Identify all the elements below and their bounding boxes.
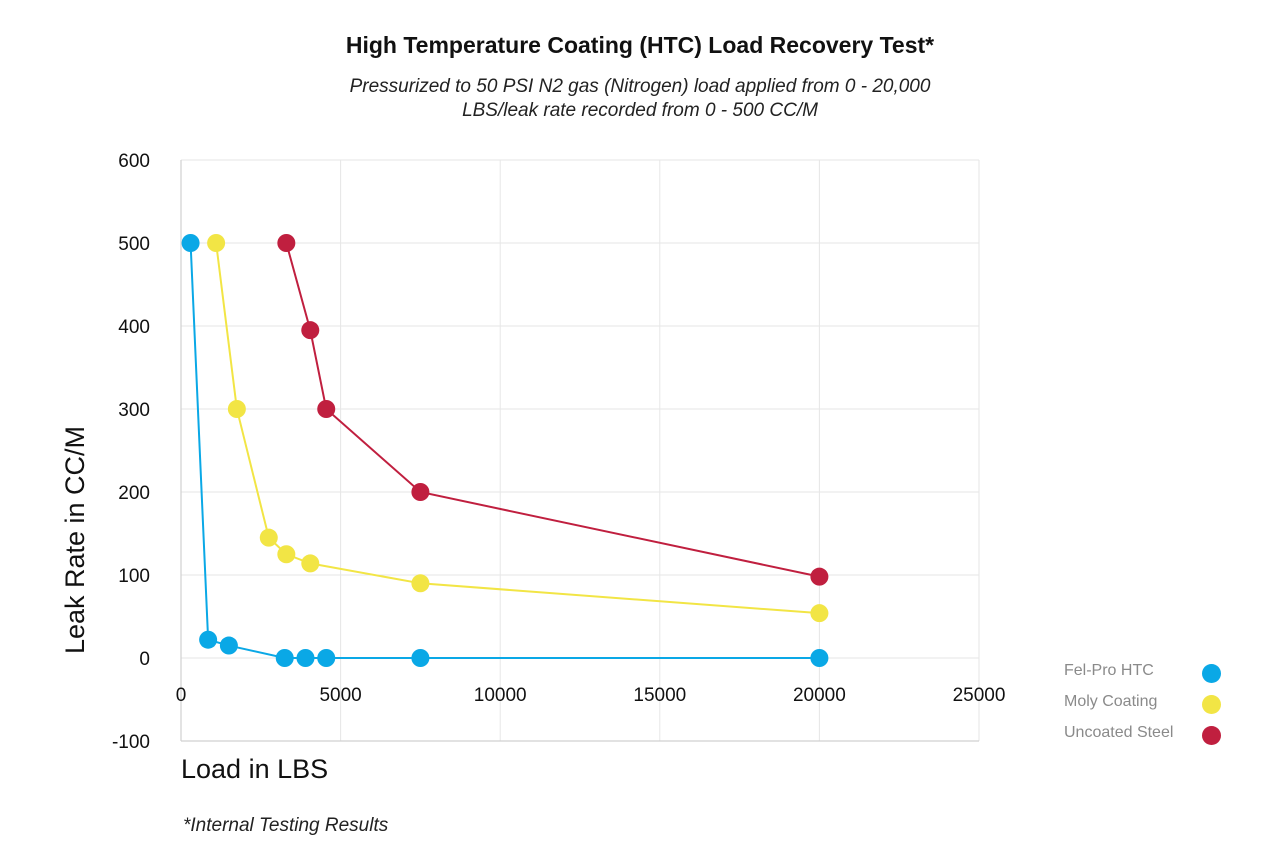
x-tick-label: 0 (176, 685, 187, 706)
y-tick-label: 400 (118, 317, 150, 338)
legend-item-fel-pro-htc[interactable]: Fel-Pro HTC (1064, 660, 1234, 691)
x-tick-label: 15000 (633, 685, 686, 706)
data-point-uncoated-steel (810, 567, 829, 586)
data-point-fel-pro-htc (275, 649, 294, 667)
data-point-moly-coating (227, 400, 246, 418)
data-point-moly-coating (411, 574, 430, 593)
y-tick-label: 200 (118, 483, 150, 504)
legend-label-uncoated-steel: Uncoated Steel (1064, 724, 1174, 741)
data-point-moly-coating (207, 234, 226, 252)
y-tick-label: 600 (118, 151, 150, 172)
legend-swatch-uncoated-steel (1202, 726, 1221, 745)
data-point-uncoated-steel (277, 234, 296, 252)
data-point-moly-coating (301, 554, 320, 573)
subtitle-line-1: Pressurized to 50 PSI N2 gas (Nitrogen) … (349, 76, 931, 97)
x-tick-label: 5000 (319, 685, 361, 706)
data-point-moly-coating (259, 528, 278, 547)
data-point-fel-pro-htc (181, 234, 200, 252)
series-line-uncoated-steel (285, 242, 820, 578)
footnote: *Internal Testing Results (183, 815, 389, 836)
x-tick-label: 10000 (474, 685, 527, 706)
legend-item-uncoated-steel[interactable]: Uncoated Steel (1064, 722, 1234, 753)
data-point-fel-pro-htc (317, 649, 336, 667)
x-axis-label: Load in LBS (181, 754, 328, 784)
legend-label-moly-coating: Moly Coating (1064, 693, 1158, 710)
chart-legend: Fel-Pro HTC Moly Coating Uncoated Steel (1064, 660, 1234, 753)
data-point-uncoated-steel (301, 321, 320, 340)
subtitle-line-2: LBS/leak rate recorded from 0 - 500 CC/M (462, 100, 818, 121)
data-point-fel-pro-htc (219, 636, 238, 655)
data-point-fel-pro-htc (296, 649, 315, 667)
y-axis-label: Leak Rate in CC/M (60, 426, 90, 654)
chart-title: High Temperature Coating (HTC) Load Reco… (345, 32, 935, 58)
chart-subtitle: Pressurized to 50 PSI N2 gas (Nitrogen) … (290, 75, 990, 123)
x-tick-label: 25000 (953, 685, 1006, 706)
data-point-uncoated-steel (317, 400, 336, 418)
y-tick-label: 500 (118, 234, 150, 255)
y-tick-label: -100 (112, 732, 150, 753)
x-tick-label: 20000 (793, 685, 846, 706)
y-tick-label: 100 (118, 566, 150, 587)
series-line-fel-pro-htc (189, 242, 820, 659)
y-tick-label: 0 (139, 649, 150, 670)
legend-item-moly-coating[interactable]: Moly Coating (1064, 691, 1234, 722)
legend-swatch-moly-coating (1202, 695, 1221, 714)
data-point-uncoated-steel (411, 483, 430, 501)
legend-label-fel-pro-htc: Fel-Pro HTC (1064, 662, 1154, 679)
legend-swatch-fel-pro-htc (1202, 664, 1221, 683)
data-point-fel-pro-htc (411, 649, 430, 667)
y-tick-label: 300 (118, 400, 150, 421)
data-point-fel-pro-htc (810, 649, 829, 667)
data-point-moly-coating (277, 545, 296, 564)
data-point-moly-coating (810, 604, 829, 623)
data-point-fel-pro-htc (199, 630, 218, 649)
